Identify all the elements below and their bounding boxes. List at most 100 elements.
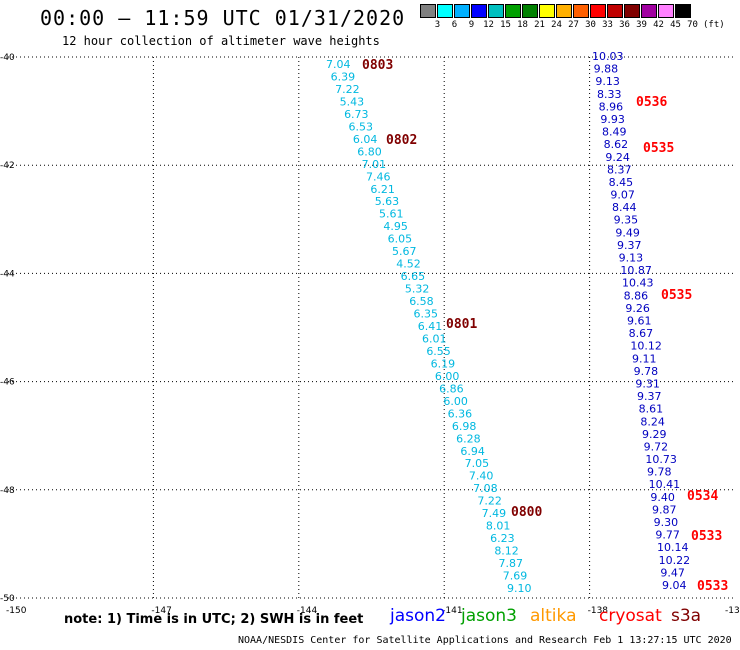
scale-label: 45 bbox=[670, 20, 681, 30]
scale-swatch bbox=[658, 4, 674, 18]
legend-cryosat: cryosat bbox=[599, 606, 662, 626]
swh-value-east: 10.12 bbox=[630, 340, 662, 353]
swh-value-east: 8.67 bbox=[629, 327, 654, 340]
swh-value-east: 9.87 bbox=[652, 503, 677, 516]
lon-tick-label: -144 bbox=[297, 606, 318, 616]
scale-swatch bbox=[641, 4, 657, 18]
swh-value-east: 9.88 bbox=[594, 63, 619, 76]
swh-value-east: 9.04 bbox=[662, 579, 687, 592]
swh-value-east: 10.73 bbox=[645, 453, 677, 466]
swh-value-west: 5.32 bbox=[405, 283, 430, 296]
swh-value-west: 8.01 bbox=[486, 520, 511, 533]
time-label: 0803 bbox=[362, 58, 393, 73]
swh-value-east: 9.31 bbox=[635, 377, 660, 390]
swh-value-west: 6.05 bbox=[388, 233, 413, 246]
swh-value-west: 6.19 bbox=[431, 357, 456, 370]
swh-value-east: 8.86 bbox=[624, 289, 649, 302]
scale-swatch bbox=[471, 4, 487, 18]
swh-value-west: 5.63 bbox=[375, 195, 400, 208]
time-label: 0533 bbox=[691, 529, 722, 544]
lat-tick-label: -48 bbox=[0, 486, 15, 496]
swh-value-west: 5.43 bbox=[340, 95, 365, 108]
time-label: 0800 bbox=[511, 505, 542, 520]
scale-label: 6 bbox=[451, 20, 458, 30]
scale-label: 15 bbox=[500, 20, 511, 30]
swh-value-west: 7.22 bbox=[335, 83, 360, 96]
scale-label: 39 bbox=[636, 20, 647, 30]
scale-swatch bbox=[420, 4, 436, 18]
swh-value-east: 10.03 bbox=[592, 50, 624, 63]
swh-value-east: 8.33 bbox=[597, 88, 622, 101]
scale-unit: (ft) bbox=[703, 20, 725, 30]
time-label: 0534 bbox=[687, 489, 718, 504]
page-subtitle: 12 hour collection of altimeter wave hei… bbox=[62, 34, 380, 48]
scale-label: 3 bbox=[434, 20, 441, 30]
swh-value-east: 9.29 bbox=[642, 428, 667, 441]
scale-label: 70 bbox=[687, 20, 698, 30]
swh-value-east: 9.78 bbox=[634, 365, 659, 378]
scale-swatch bbox=[505, 4, 521, 18]
swh-value-east: 9.78 bbox=[647, 466, 672, 479]
swh-value-west: 5.61 bbox=[379, 208, 404, 221]
legend-jason2: jason2 bbox=[390, 606, 446, 626]
swh-value-east: 9.49 bbox=[615, 226, 640, 239]
swh-value-west: 6.35 bbox=[413, 308, 438, 321]
lat-tick-label: -40 bbox=[0, 53, 15, 63]
swh-value-west: 6.04 bbox=[353, 133, 378, 146]
swh-value-east: 9.35 bbox=[614, 214, 639, 227]
scale-swatch bbox=[539, 4, 555, 18]
scale-swatch bbox=[556, 4, 572, 18]
scale-label: 33 bbox=[602, 20, 613, 30]
legend-jason3: jason3 bbox=[461, 606, 517, 626]
credit-line: NOAA/NESDIS Center for Satellite Applica… bbox=[238, 635, 732, 646]
swh-value-west: 6.80 bbox=[357, 145, 382, 158]
legend-s3a: s3a bbox=[671, 606, 702, 626]
swh-value-west: 7.08 bbox=[473, 482, 498, 495]
swh-value-west: 7.40 bbox=[469, 470, 494, 483]
swh-value-west: 7.49 bbox=[482, 507, 507, 520]
scale-swatch bbox=[573, 4, 589, 18]
swh-value-east: 10.41 bbox=[649, 478, 681, 491]
swh-value-east: 9.37 bbox=[637, 390, 662, 403]
swh-value-east: 8.24 bbox=[640, 415, 665, 428]
time-label: 0535 bbox=[661, 288, 692, 303]
swh-value-east: 9.47 bbox=[660, 566, 685, 579]
swh-value-west: 6.39 bbox=[331, 70, 356, 83]
scale-label: 27 bbox=[568, 20, 579, 30]
swh-value-west: 7.22 bbox=[477, 495, 502, 508]
lon-tick-label: -141 bbox=[442, 606, 462, 616]
scale-label: 24 bbox=[551, 20, 562, 30]
swh-value-west: 6.28 bbox=[456, 432, 481, 445]
scale-label: 18 bbox=[517, 20, 528, 30]
swh-value-west: 6.23 bbox=[490, 532, 515, 545]
swh-value-east: 9.77 bbox=[655, 529, 680, 542]
swh-value-west: 6.36 bbox=[448, 407, 473, 420]
swh-value-east: 9.61 bbox=[627, 315, 652, 328]
scale-label: 42 bbox=[653, 20, 664, 30]
swh-value-east: 9.72 bbox=[644, 440, 669, 453]
swh-value-west: 6.41 bbox=[418, 320, 443, 333]
swh-value-west: 4.95 bbox=[383, 220, 408, 233]
swh-value-west: 6.21 bbox=[370, 183, 395, 196]
color-scale: 3 6 9 12 15 18 21 24 27 30 33 36 39 42 45 70 (ft) bbox=[420, 4, 725, 38]
lat-tick-label: -50 bbox=[0, 594, 15, 604]
lon-tick-label: -138 bbox=[588, 606, 609, 616]
scale-swatch bbox=[522, 4, 538, 18]
swh-value-west: 6.53 bbox=[348, 120, 373, 133]
time-label: 0535 bbox=[643, 141, 674, 156]
swh-value-west: 9.10 bbox=[507, 582, 532, 595]
swh-value-west: 7.87 bbox=[499, 557, 524, 570]
swh-value-east: 9.11 bbox=[632, 352, 657, 365]
swh-value-west: 6.00 bbox=[443, 395, 468, 408]
lat-tick-label: -46 bbox=[0, 378, 15, 388]
swh-value-east: 8.62 bbox=[604, 138, 629, 151]
swh-value-east: 10.22 bbox=[659, 554, 691, 567]
swh-value-east: 9.37 bbox=[617, 239, 642, 252]
swh-value-east: 9.13 bbox=[595, 75, 620, 88]
swh-value-west: 7.46 bbox=[366, 170, 391, 183]
swh-value-east: 8.44 bbox=[612, 201, 637, 214]
lon-tick-label: -13 bbox=[725, 606, 740, 616]
swh-value-east: 8.49 bbox=[602, 126, 627, 139]
scale-swatch bbox=[607, 4, 623, 18]
